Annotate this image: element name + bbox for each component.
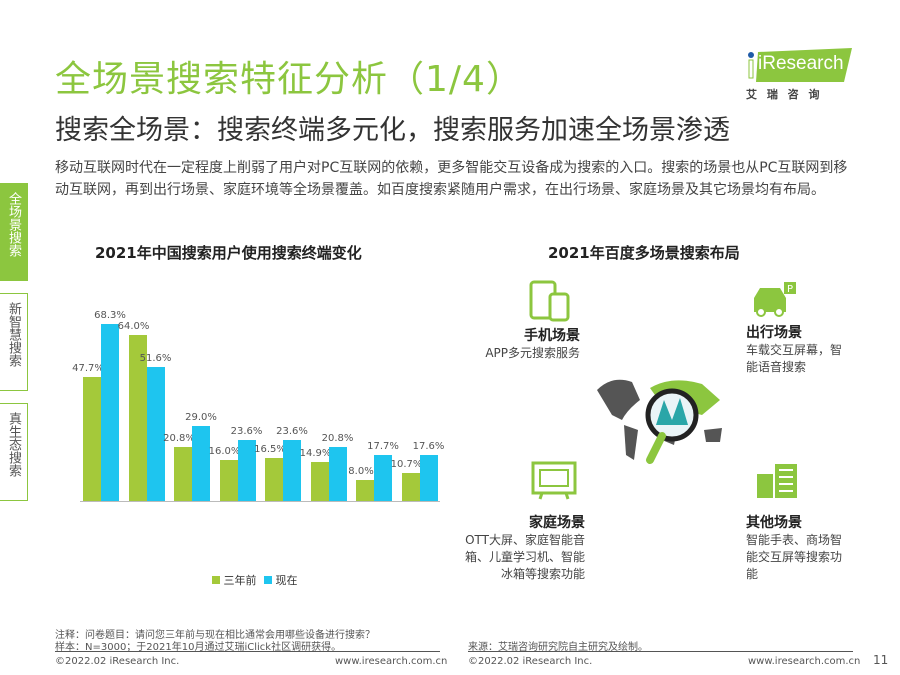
- data-label: 47.7%: [72, 363, 104, 375]
- world-map-magnifier-icon: [592, 370, 732, 474]
- tv-icon: [530, 460, 580, 504]
- logo-cn: 艾 瑞 咨 询: [746, 88, 823, 101]
- sidebar-item-ecosystem-search[interactable]: 真生态搜索: [0, 403, 28, 501]
- copyright-right: ©2022.02 iResearch Inc.: [468, 656, 593, 667]
- url-left[interactable]: www.iresearch.com.cn: [335, 656, 448, 667]
- bar: [283, 439, 301, 501]
- data-label: 16.0%: [208, 445, 241, 457]
- x-axis: [80, 501, 440, 502]
- chart-legend: 三年前 现在: [212, 572, 298, 588]
- data-label: 10.7%: [390, 459, 423, 471]
- bar: [310, 462, 329, 501]
- iresearch-logo: iResearch: [740, 48, 855, 82]
- legend-swatch-blue: [264, 576, 272, 584]
- diagram-title: 2021年百度多场景搜索布局: [548, 244, 740, 262]
- legend-swatch-green: [212, 576, 220, 584]
- data-label: 16.5%: [254, 444, 286, 456]
- bar: [219, 459, 238, 501]
- data-label: 17.7%: [367, 441, 399, 453]
- page-number: 11: [873, 653, 889, 667]
- description: 移动互联网时代在一定程度上削弱了用户对PC互联网的依赖，更多智能交互设备成为搜索…: [55, 160, 848, 198]
- svg-text:P: P: [787, 284, 793, 295]
- legend-label: 现在: [275, 574, 298, 587]
- scene-home: 家庭场景 OTT大屏、家庭智能音箱、儿童学习机、智能冰箱等搜索功能: [464, 515, 585, 581]
- bar: [328, 447, 347, 501]
- scene-travel: 出行场景 车载交互屏幕，智能语音搜索: [746, 325, 843, 374]
- page-subtitle: 搜索全场景：搜索终端多元化，搜索服务加速全场景渗透: [55, 115, 730, 146]
- data-label: 64.0%: [117, 321, 150, 333]
- bar: [356, 480, 374, 501]
- bar-chart: 47.7%68.3%手机64.0%51.6%电脑20.8%29.0%Ipad16…: [0, 0, 460, 600]
- bar: [174, 447, 192, 501]
- source-note: 来源：艾瑞咨询研究院自主研究及绘制。: [468, 642, 648, 653]
- bar: [83, 377, 101, 501]
- page-title: 全场景搜索特征分析（1/4）: [55, 59, 523, 100]
- url-right[interactable]: www.iresearch.com.cn: [748, 656, 861, 667]
- bar: [401, 473, 420, 501]
- sidebar-item-full-scene[interactable]: 全场景搜索: [0, 183, 28, 281]
- bar: [419, 455, 438, 501]
- logo-text: iResearch: [758, 53, 844, 74]
- data-label: 29.0%: [185, 411, 217, 423]
- bar: [192, 425, 210, 501]
- sample-note: 样本：N=3000；于2021年10月通过艾瑞iClick社区调研获得。: [55, 642, 342, 653]
- scene-other: 其他场景 智能手表、商场智能交互屏等搜索功能: [746, 515, 843, 581]
- footnote: 注释：问卷题目：请问您三年前与现在相比通常会用哪些设备进行搜索？: [55, 630, 375, 641]
- phone-tablet-icon: [528, 280, 574, 326]
- sidebar-item-smart-search[interactable]: 新智慧搜索: [0, 293, 28, 391]
- x-tick-label: 智能交互屏: [0, 509, 1, 569]
- data-label: 17.6%: [412, 441, 445, 453]
- data-label: 8.0%: [348, 466, 374, 478]
- bar: [265, 458, 283, 501]
- bar: [374, 455, 392, 501]
- divider: [468, 651, 853, 652]
- data-label: 23.6%: [276, 425, 308, 437]
- divider: [55, 651, 440, 652]
- data-label: 14.9%: [299, 448, 332, 460]
- data-label: 20.8%: [321, 433, 354, 445]
- data-label: 20.8%: [163, 433, 195, 445]
- data-label: 68.3%: [94, 310, 126, 322]
- data-label: 23.6%: [230, 425, 263, 437]
- data-label: 51.6%: [139, 353, 172, 365]
- chart-title: 2021年中国搜索用户使用搜索终端变化: [95, 244, 362, 262]
- scene-phone: 手机场景 APP多元搜索服务: [485, 328, 580, 360]
- bar: [146, 367, 165, 501]
- bar: [101, 324, 119, 501]
- legend-label: 三年前: [223, 574, 257, 587]
- copyright-left: ©2022.02 iResearch Inc.: [55, 656, 180, 667]
- building-icon: [755, 460, 801, 504]
- bar: [237, 439, 256, 501]
- car-parking-icon: P: [748, 280, 798, 324]
- bar: [128, 335, 147, 501]
